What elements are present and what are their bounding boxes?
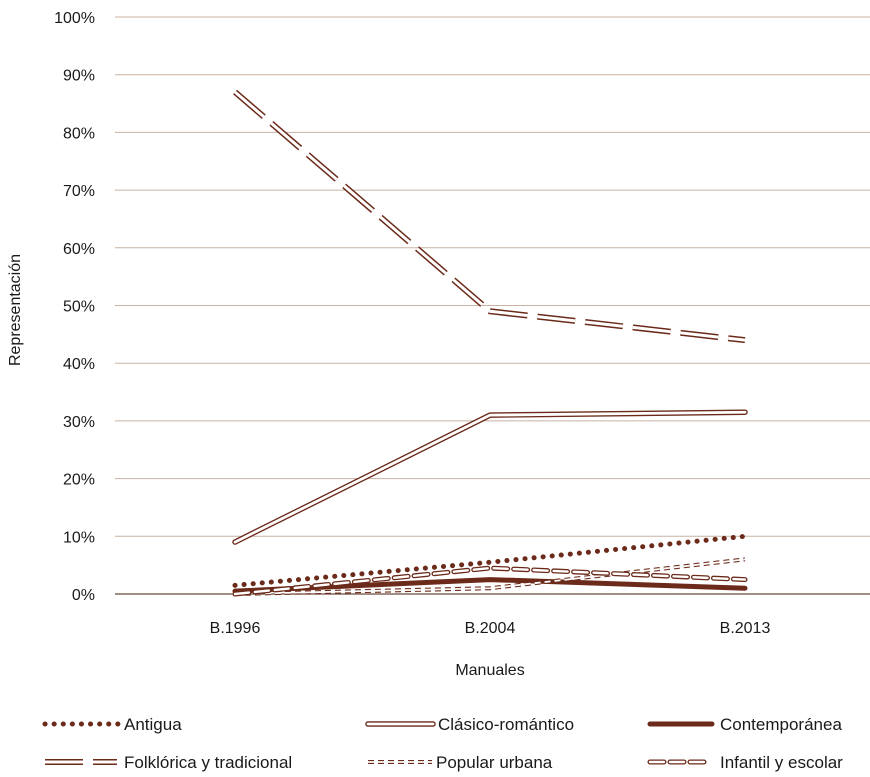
x-axis-title: Manuales	[455, 662, 524, 679]
legend-item: Infantil y escolar	[647, 753, 843, 772]
grid-lines	[115, 16, 870, 595]
y-tick-label: 0%	[72, 587, 95, 604]
y-tick-label: 90%	[63, 68, 95, 85]
x-tick-label: B.2004	[465, 620, 516, 637]
series-line-inner	[233, 410, 747, 544]
legend-item: Clásico-romántico	[365, 715, 574, 734]
legend-item: Antigua	[42, 715, 182, 734]
y-tick-label: 60%	[63, 241, 95, 258]
y-tick-label: 100%	[54, 10, 95, 27]
series-line-inner	[234, 90, 746, 342]
series-1	[232, 409, 748, 545]
series-0	[232, 533, 748, 588]
legend-item: Folklórica y tradicional	[45, 753, 292, 772]
legend-label: Contemporánea	[720, 715, 842, 734]
legend: Antigua Clásico-romántico Contemporánea Fol…	[42, 715, 843, 772]
legend-label: Infantil y escolar	[720, 753, 843, 772]
y-tick-label: 20%	[63, 472, 95, 489]
y-tick-label: 10%	[63, 529, 95, 546]
y-tick-label: 80%	[63, 125, 95, 142]
series-lines	[232, 89, 748, 597]
series-line	[232, 533, 748, 588]
x-tick-label: B.2013	[720, 620, 771, 637]
legend-item: Popular urbana	[368, 753, 553, 772]
y-tick-label: 40%	[63, 356, 95, 373]
series-line-inner	[234, 558, 746, 595]
legend-label: Clásico-romántico	[438, 715, 574, 734]
y-tick-label: 70%	[63, 183, 95, 200]
legend-item: Contemporánea	[647, 715, 842, 734]
legend-label: Folklórica y tradicional	[124, 753, 292, 772]
series-line	[233, 89, 746, 344]
legend-label: Antigua	[124, 715, 182, 734]
series-5	[232, 565, 748, 597]
x-axis-ticks: B.1996 B.2004 B.2013	[210, 620, 771, 637]
y-axis-title: Representación	[7, 254, 24, 366]
x-tick-label: B.1996	[210, 620, 261, 637]
series-line-inner	[233, 566, 747, 596]
series-4	[234, 557, 746, 596]
y-tick-label: 30%	[63, 414, 95, 431]
series-line	[232, 409, 748, 545]
series-3	[233, 89, 746, 344]
y-tick-label: 50%	[63, 299, 95, 316]
legend-label: Popular urbana	[436, 753, 553, 772]
y-axis-ticks: 0% 10% 20% 30% 40% 50% 60% 70% 80% 90% 100%	[54, 10, 95, 604]
